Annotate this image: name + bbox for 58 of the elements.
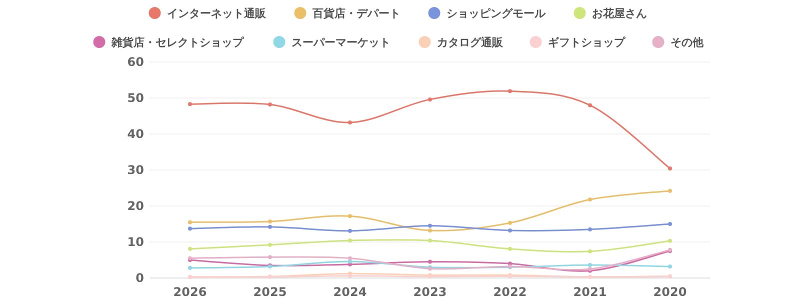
point — [348, 214, 352, 218]
point — [508, 89, 512, 94]
y-tick-label: 0 — [136, 271, 144, 285]
point — [588, 198, 592, 202]
y-tick-label: 20 — [127, 199, 144, 213]
point — [268, 242, 272, 247]
point — [508, 246, 512, 251]
x-tick-label: 2023 — [413, 285, 447, 299]
x-tick-label: 2021 — [573, 285, 607, 299]
point — [188, 266, 192, 270]
point — [348, 120, 352, 124]
legend-label: 百貨店・デパート — [311, 7, 400, 20]
legend-label: ショッピングモール — [446, 7, 546, 20]
point — [348, 238, 352, 243]
point — [268, 224, 272, 229]
point — [268, 219, 272, 224]
point — [508, 228, 512, 232]
x-tick-label: 2025 — [253, 285, 287, 299]
legend-label: インターネット通販 — [166, 7, 267, 20]
point — [588, 227, 592, 232]
point — [188, 220, 192, 224]
x-tick-label: 2020 — [653, 285, 687, 299]
point — [508, 220, 512, 225]
point — [588, 103, 592, 108]
point — [588, 249, 592, 254]
x-tick-label: 2026 — [173, 285, 207, 299]
y-tick-label: 40 — [127, 127, 144, 141]
point — [348, 228, 352, 233]
x-tick-label: 2022 — [493, 285, 527, 299]
legend-label: お花屋さん — [592, 7, 647, 20]
point — [268, 255, 272, 260]
legend-label: 雑貨店・セレクトショップ — [110, 36, 244, 49]
point — [588, 263, 592, 268]
legend-label: その他 — [670, 36, 704, 49]
point — [188, 226, 192, 231]
point — [348, 256, 352, 260]
y-tick-label: 30 — [127, 163, 144, 177]
legend-label: スーパーマーケット — [291, 36, 390, 49]
point — [348, 259, 352, 264]
y-tick-label: 50 — [127, 91, 144, 105]
x-tick-label: 2024 — [333, 285, 367, 299]
point — [268, 102, 272, 106]
point — [668, 264, 672, 268]
point — [668, 238, 672, 243]
point — [428, 238, 432, 243]
point — [188, 246, 192, 251]
point — [428, 97, 432, 102]
point — [188, 102, 192, 106]
point — [428, 224, 432, 228]
point — [668, 166, 672, 171]
point — [668, 222, 672, 226]
legend-label: ギフトショップ — [548, 36, 626, 49]
point — [668, 188, 672, 193]
point — [428, 260, 432, 264]
y-tick-label: 10 — [127, 235, 144, 249]
legend-label: カタログ通販 — [436, 36, 504, 49]
point — [428, 228, 432, 232]
y-tick-label: 60 — [127, 55, 144, 69]
